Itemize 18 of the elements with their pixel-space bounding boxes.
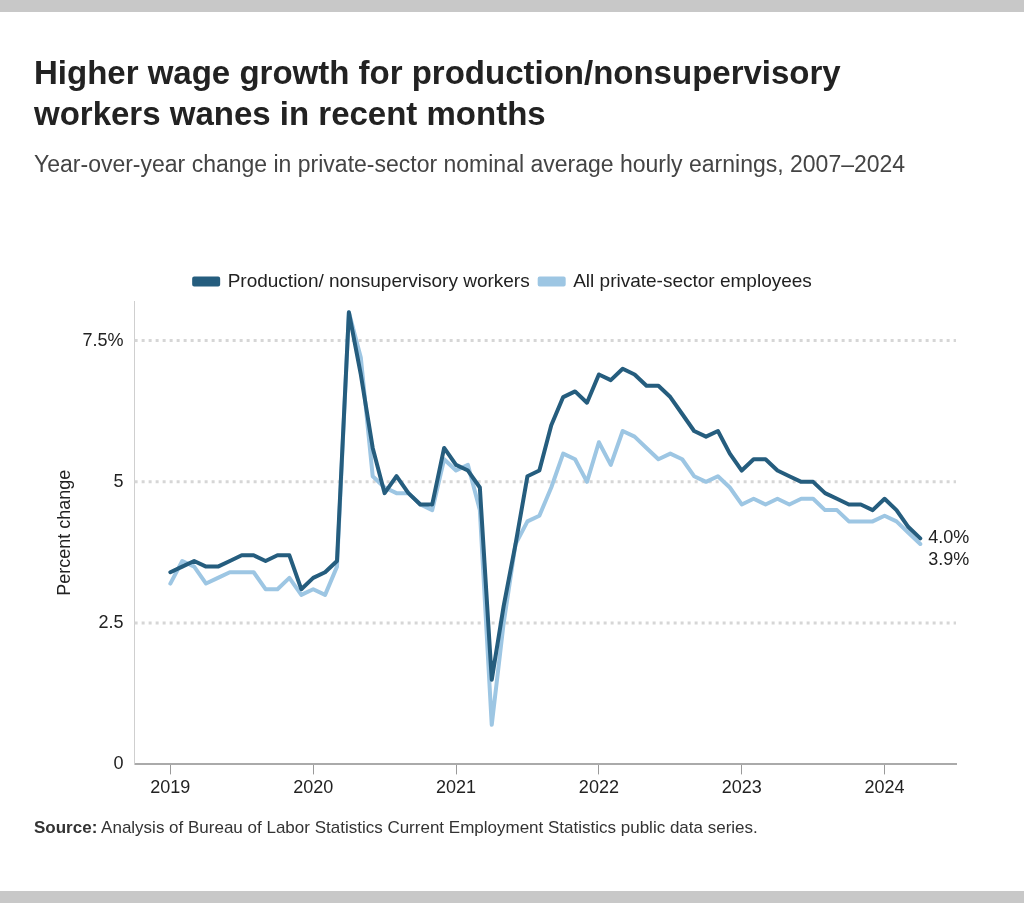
legend-label: Production/ nonsupervisory workers: [227, 269, 530, 291]
y-tick-label: 7.5%: [82, 329, 124, 350]
y-tick-label: 2.5: [98, 612, 124, 633]
y-tick-label: 0: [113, 753, 124, 774]
x-tick-label: 2022: [578, 777, 619, 798]
x-tick-label: 2020: [293, 777, 334, 798]
x-tick-label: 2023: [721, 777, 762, 798]
source-note: Source: Analysis of Bureau of Labor Statistics Current Employment Statistics public data series.: [34, 818, 758, 838]
chart-title: Higher wage growth for production/nonsupervisory workers wanes in recent months: [34, 53, 842, 134]
x-tick-label: 2021: [436, 777, 477, 798]
x-tick-label: 2024: [864, 777, 905, 798]
chart-subtitle: Year-over-year change in private-sector nominal average hourly earnings, 2007–2024: [34, 150, 907, 179]
y-tick-label: 5: [113, 470, 124, 491]
y-axis-title: Percent change: [53, 469, 74, 596]
x-tick-label: 2019: [150, 777, 191, 798]
data-label: 3.9%: [928, 549, 970, 570]
legend-label: All private-sector employees: [573, 269, 812, 291]
data-label: 4.0%: [928, 527, 970, 548]
